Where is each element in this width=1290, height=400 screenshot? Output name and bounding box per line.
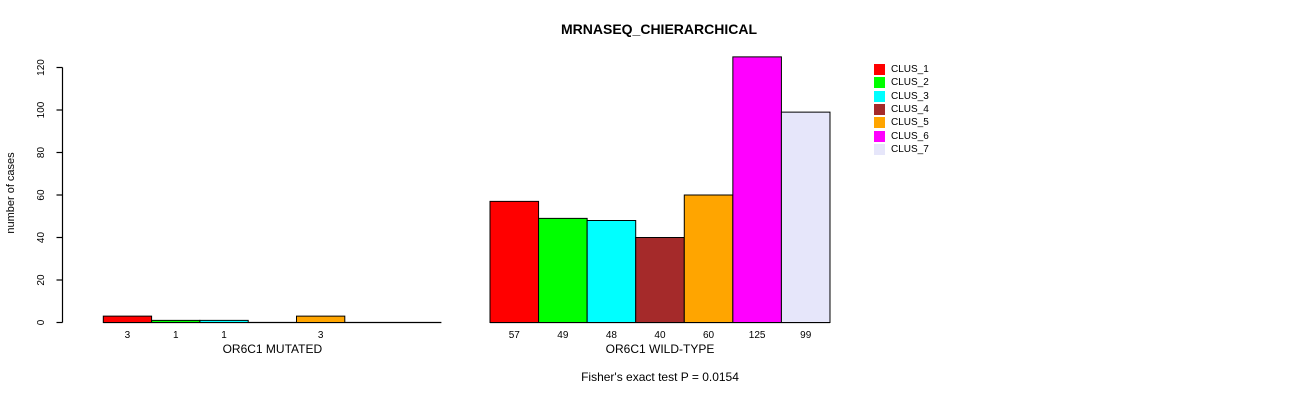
y-tick-label: 0 xyxy=(36,319,47,325)
legend-swatch-clus_4 xyxy=(874,104,885,116)
y-tick-label: 100 xyxy=(36,101,47,118)
group-axis-label: OR6C1 WILD-TYPE xyxy=(606,342,715,356)
legend-row: CLUS_5 xyxy=(874,116,929,129)
chart-title: MRNASEQ_CHIERARCHICAL xyxy=(560,21,758,37)
legend-label: CLUS_2 xyxy=(891,77,929,89)
legend: CLUS_1 CLUS_2 CLUS_3 CLUS_4 CLUS_5 CLUS_6 CLUS… xyxy=(874,63,929,156)
bar-clus_6 xyxy=(732,56,782,323)
legend-swatch-clus_1 xyxy=(874,64,885,76)
legend-label: CLUS_1 xyxy=(891,64,929,76)
legend-swatch-clus_3 xyxy=(874,90,885,102)
bar-clus_3 xyxy=(199,319,249,323)
bar-value-label: 3 xyxy=(125,330,131,341)
bar-value-label: 125 xyxy=(749,330,766,341)
bar-clus_1 xyxy=(489,200,540,323)
legend-row: CLUS_3 xyxy=(874,90,929,103)
legend-swatch-clus_5 xyxy=(874,117,885,129)
legend-label: CLUS_6 xyxy=(891,130,929,142)
legend-label: CLUS_3 xyxy=(891,90,929,102)
bar-value-label: 1 xyxy=(173,330,179,341)
group-axis-label: OR6C1 MUTATED xyxy=(223,342,323,356)
y-tick-label: 40 xyxy=(36,232,47,244)
y-tick-label: 20 xyxy=(36,274,47,286)
bar-clus_3 xyxy=(586,220,637,323)
bar-clus_1 xyxy=(102,315,153,323)
bar-clus_5 xyxy=(683,194,734,323)
legend-swatch-clus_6 xyxy=(874,130,885,142)
legend-swatch-clus_2 xyxy=(874,77,885,89)
footnote-text: Fisher's exact test P = 0.0154 xyxy=(581,370,739,384)
bar-clus_5 xyxy=(296,315,346,323)
bar-clus_2 xyxy=(538,217,588,323)
legend-row: CLUS_4 xyxy=(874,103,929,116)
bar-value-label: 99 xyxy=(800,330,812,341)
y-tick-label: 120 xyxy=(36,59,47,76)
y-tick-label: 60 xyxy=(36,189,47,201)
bar-value-label: 57 xyxy=(509,330,521,341)
bar-value-label: 1 xyxy=(221,330,227,341)
bar-value-label: 3 xyxy=(318,330,324,341)
legend-label: CLUS_5 xyxy=(891,117,929,129)
bar-clus_4 xyxy=(635,237,685,323)
bar-value-label: 49 xyxy=(557,330,569,341)
bar-value-label: 60 xyxy=(703,330,715,341)
legend-row: CLUS_2 xyxy=(874,76,929,89)
legend-label: CLUS_4 xyxy=(891,104,929,116)
bar-clus_7 xyxy=(780,111,831,323)
legend-row: CLUS_6 xyxy=(874,129,929,142)
bar-value-label: 40 xyxy=(654,330,666,341)
legend-row: CLUS_7 xyxy=(874,143,929,156)
bar-value-label: 48 xyxy=(606,330,618,341)
legend-row: CLUS_1 xyxy=(874,63,929,76)
y-tick-label: 80 xyxy=(36,147,47,159)
legend-label: CLUS_7 xyxy=(891,143,929,155)
bar-clus_2 xyxy=(151,319,201,323)
legend-swatch-clus_7 xyxy=(874,143,885,155)
y-axis-label: number of cases xyxy=(5,152,17,234)
